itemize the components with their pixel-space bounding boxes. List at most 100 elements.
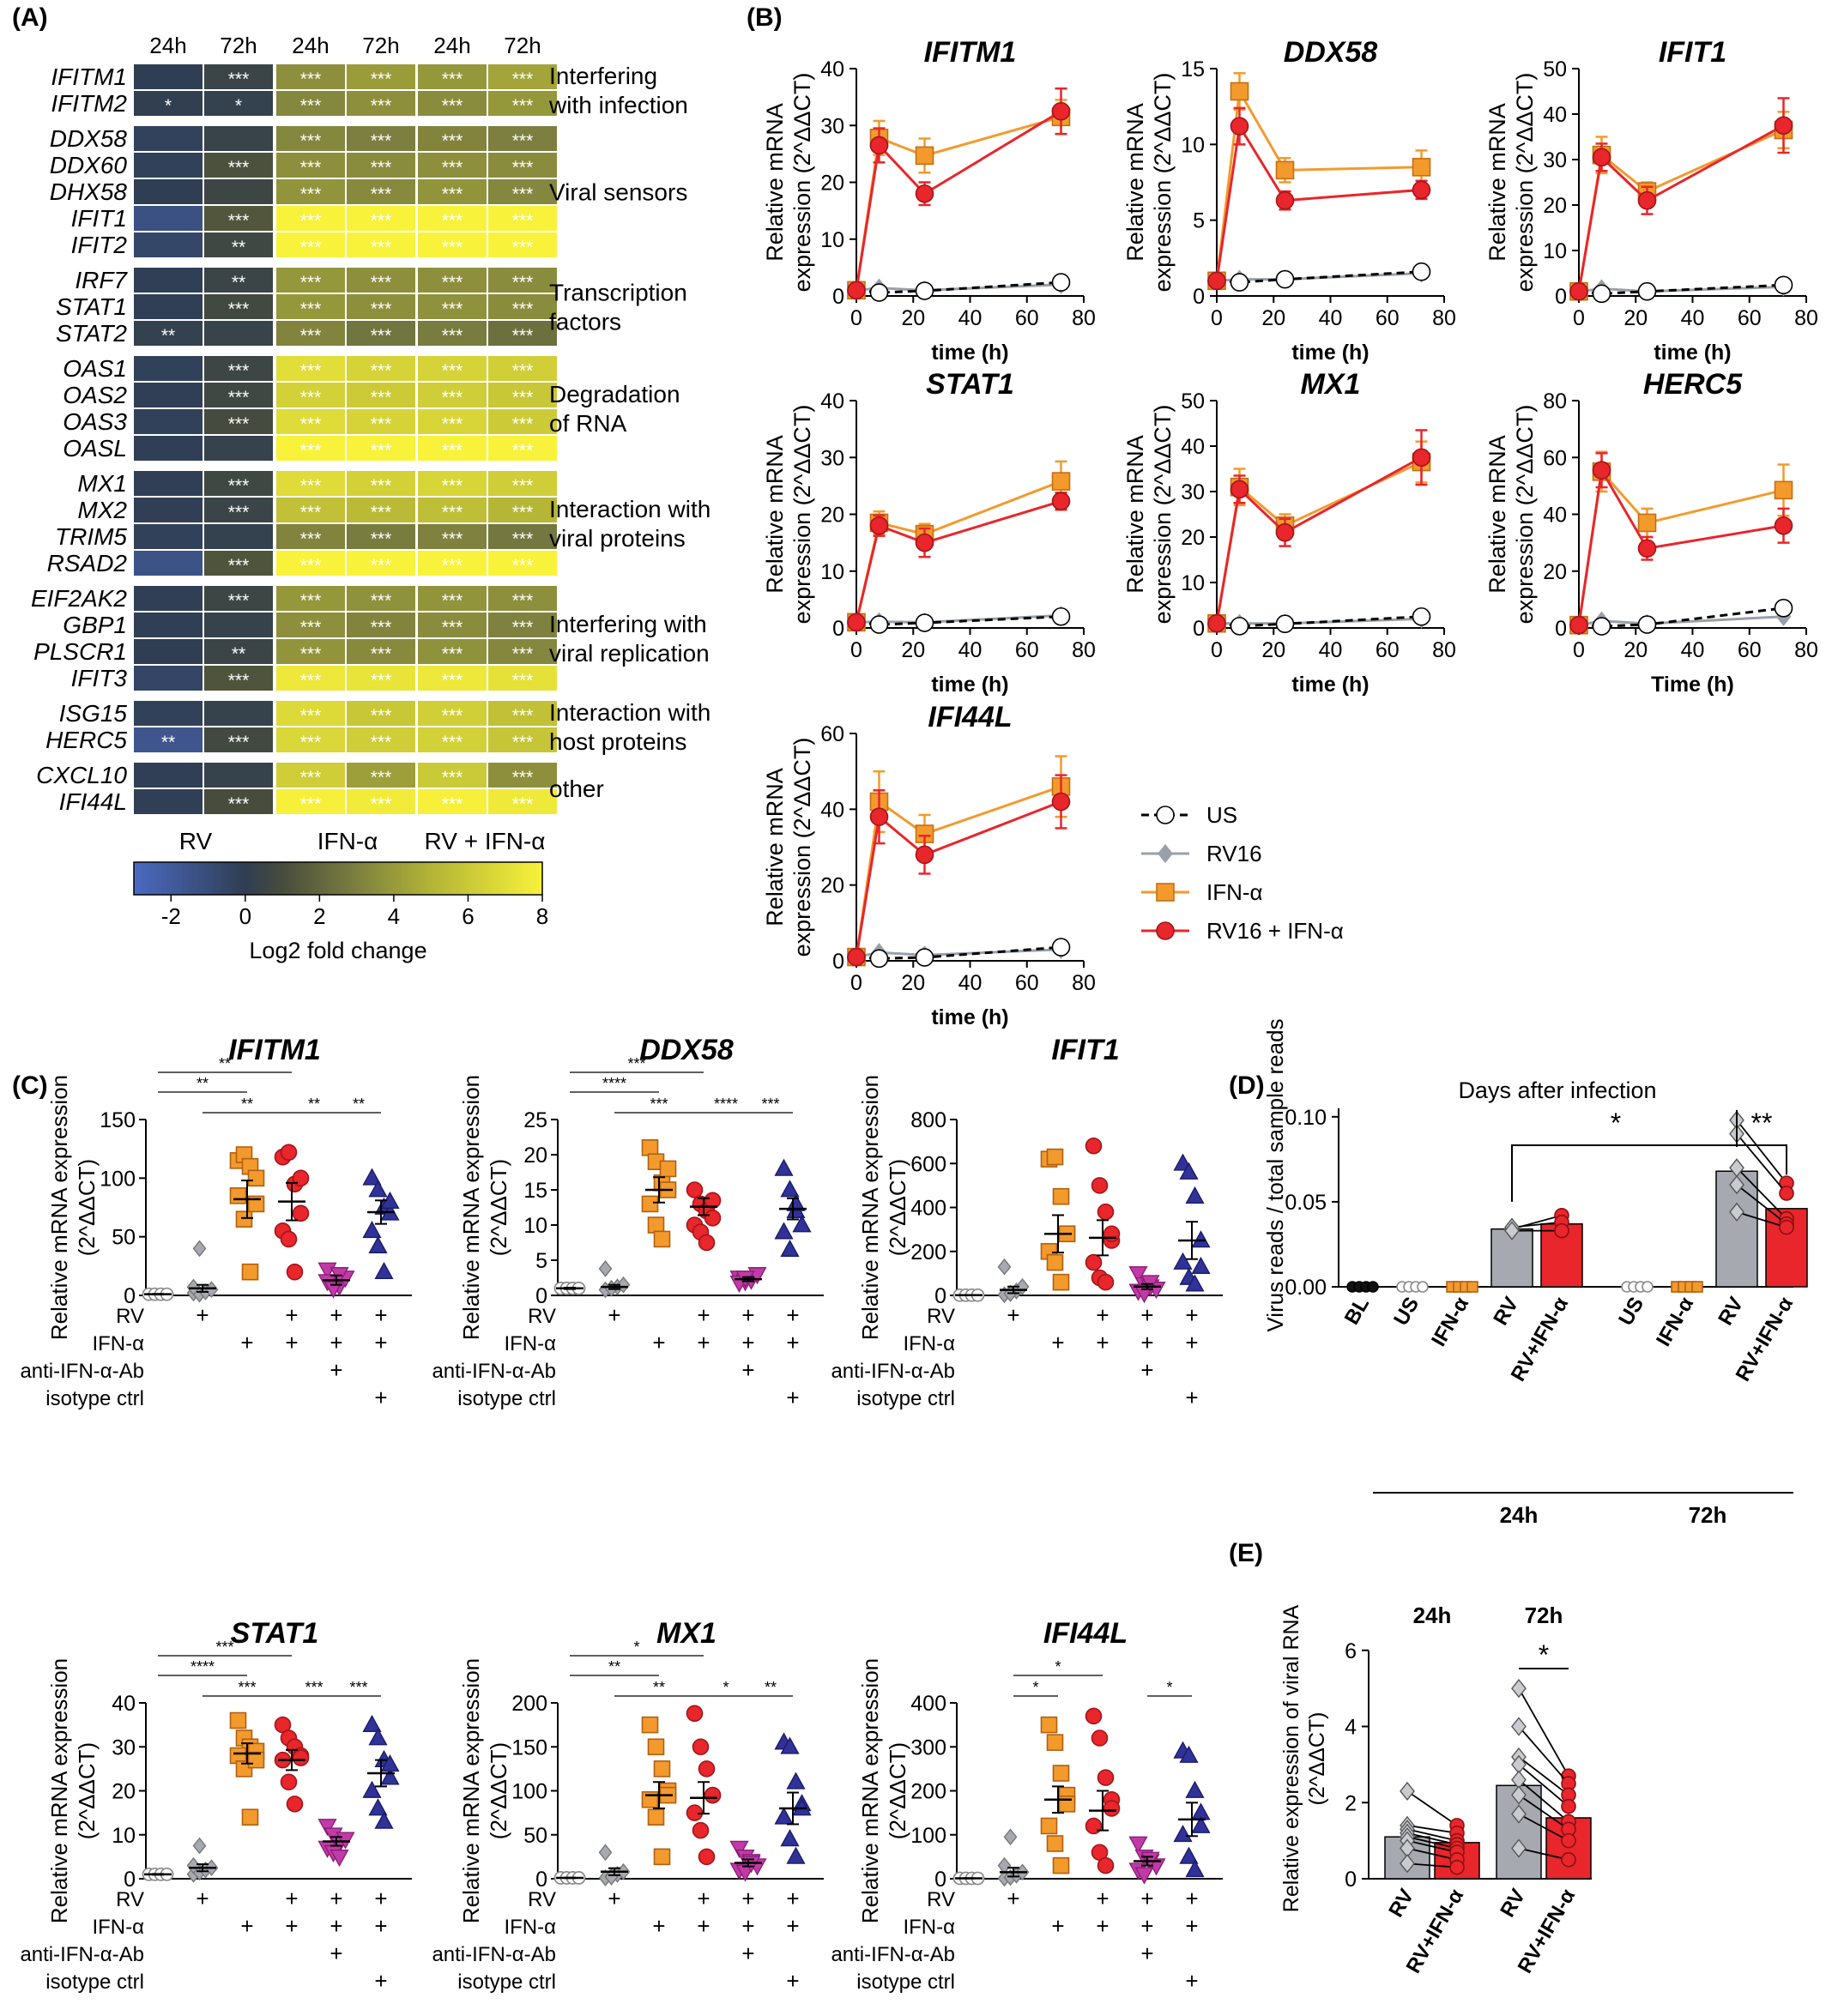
data-point <box>1085 1253 1103 1271</box>
data-point <box>362 1221 382 1239</box>
data-point <box>1051 938 1071 957</box>
treatment-plus: + <box>1185 1385 1198 1410</box>
treatment-plus: + <box>1185 1330 1198 1355</box>
heatmap-cell <box>418 383 487 407</box>
heatmap-gene-label: DHX58 <box>50 178 128 205</box>
heatmap-cell <box>418 268 487 293</box>
treatment-plus: + <box>374 1913 387 1939</box>
heatmap-significance: *** <box>371 158 392 178</box>
heatmap-cell <box>347 356 415 381</box>
heatmap-significance: *** <box>512 184 534 204</box>
y-tick-label: 20 <box>1543 560 1567 584</box>
heatmap-cell <box>276 613 345 637</box>
data-point <box>1592 284 1611 304</box>
heatmap-significance: *** <box>512 591 534 611</box>
heatmap-significance: *** <box>512 794 534 814</box>
x-tick-label: 80 <box>1432 638 1456 662</box>
heatmap-significance: *** <box>512 644 534 664</box>
significance-star: * <box>723 1679 729 1696</box>
data-point <box>704 1210 722 1227</box>
legend-marker <box>1158 843 1173 864</box>
heatmap-significance: *** <box>228 794 250 814</box>
heatmap-cell <box>204 498 273 522</box>
data-point <box>915 533 934 552</box>
data-point <box>1412 448 1431 468</box>
treatment-plus: + <box>285 1913 298 1939</box>
heatmap-cell <box>488 789 557 814</box>
x-tick-label: 40 <box>958 306 983 330</box>
scatter-plot: 0 10 20 30 40 STAT1 Relative mRNA expression(2… <box>20 1617 412 1994</box>
heatmap-cell <box>276 498 345 522</box>
heatmap-significance: *** <box>228 388 250 407</box>
data-point <box>1569 615 1588 635</box>
treatment-row-label: isotype ctrl <box>45 1971 144 1994</box>
significance-star: ** <box>241 1096 253 1113</box>
data-point <box>1046 1148 1064 1166</box>
treatment-plus: + <box>697 1886 710 1911</box>
heatmap-cell <box>488 586 557 611</box>
timecourse-plot: 0 20 40 60 80 0 20 40 60 80 HERC5 Time (h) Relative … <box>1484 368 1818 697</box>
heatmap-cell <box>488 639 557 664</box>
heatmap-cell <box>488 383 557 407</box>
data-point <box>915 948 934 967</box>
heatmap-cell <box>418 436 487 461</box>
series-line <box>1216 272 1422 282</box>
heatmap-cell <box>276 524 345 549</box>
data-point <box>229 1187 247 1204</box>
data-point <box>1103 1800 1121 1817</box>
data-point <box>1128 1836 1148 1854</box>
significance-star: *** <box>238 1679 256 1696</box>
heatmap-significance: *** <box>512 733 534 752</box>
data-point <box>792 1215 812 1233</box>
heatmap-cell <box>488 436 557 461</box>
heatmap-significance: *** <box>371 768 392 788</box>
heatmap-cell <box>204 471 273 496</box>
x-tick-label: 60 <box>1376 638 1400 662</box>
heatmap-gene-label: TRIM5 <box>55 523 127 550</box>
plot-title: STAT1 <box>926 368 1014 401</box>
heatmap-cell <box>134 126 203 151</box>
heatmap-cell <box>488 232 557 257</box>
y-axis-label: Relative mRNAexpression (2^ΔΔCT) <box>762 73 815 293</box>
treatment-row-label: RV <box>116 1305 144 1328</box>
x-tick-label: 40 <box>958 638 983 662</box>
heatmap-significance: *** <box>371 529 392 549</box>
data-point <box>1207 613 1226 633</box>
heatmap-significance: *** <box>442 131 463 151</box>
series-line <box>856 281 1061 294</box>
heatmap-category-label: Interfering <box>549 63 657 89</box>
heatmap-cell <box>134 436 203 461</box>
heatmap-significance: *** <box>300 556 322 576</box>
series-line <box>1216 270 1422 284</box>
data-point <box>869 283 889 302</box>
data-point <box>1051 792 1071 812</box>
colorbar-tick-label: 8 <box>536 903 548 929</box>
data-point <box>1412 262 1431 281</box>
y-tick-label: 400 <box>910 1197 946 1221</box>
data-point <box>1052 1856 1070 1874</box>
significance-star: ** <box>219 1055 231 1072</box>
x-tick-label: RV <box>1489 1294 1523 1330</box>
significance-star: ** <box>197 1075 209 1092</box>
significance-star: *** <box>349 1679 367 1696</box>
paired-line <box>1518 1764 1569 1808</box>
heatmap-col-header: 72h <box>504 33 541 58</box>
heatmap-cell <box>134 471 203 496</box>
heatmap-cell <box>134 356 203 381</box>
heatmap-cell <box>204 639 273 664</box>
heatmap-significance: *** <box>371 326 392 346</box>
x-tick-label: 60 <box>1015 638 1039 662</box>
data-point <box>1400 1854 1415 1874</box>
y-tick-label: 20 <box>820 172 844 196</box>
heatmap-cell <box>204 321 273 346</box>
heatmap-gene-label: IRF7 <box>75 267 128 293</box>
time-group-label: 72h <box>1689 1502 1727 1528</box>
heatmap-significance: *** <box>442 414 463 434</box>
heatmap-gene-label: HERC5 <box>45 727 127 753</box>
heatmap-cell <box>134 268 203 293</box>
heatmap-significance: *** <box>442 556 463 576</box>
data-point <box>1230 273 1249 292</box>
data-point <box>653 1848 671 1866</box>
data-point <box>659 1160 677 1178</box>
data-point <box>1097 1273 1115 1291</box>
